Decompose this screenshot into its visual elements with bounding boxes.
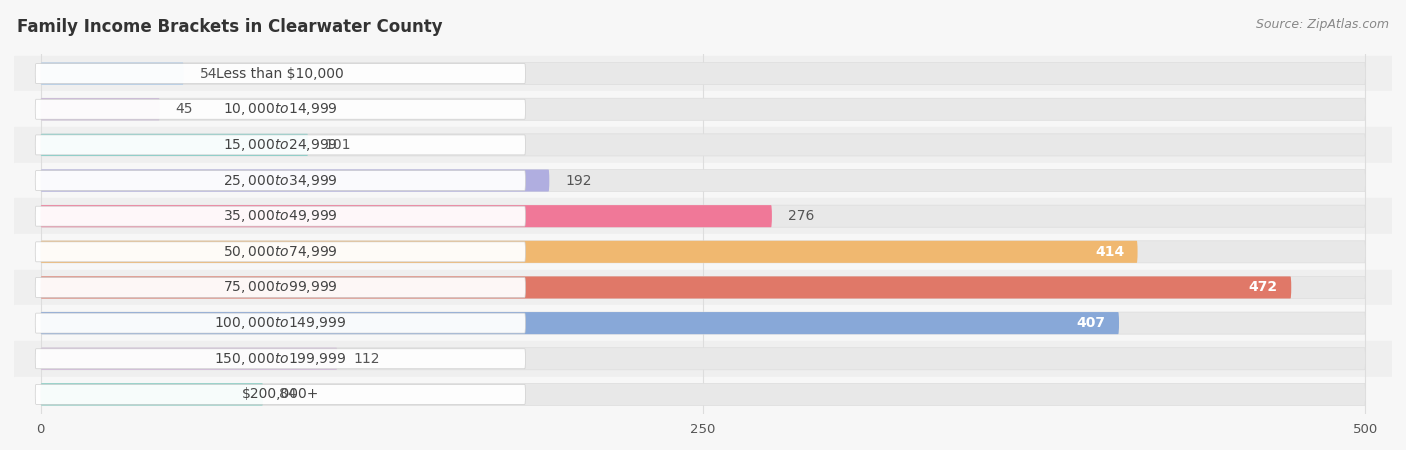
FancyBboxPatch shape: [41, 170, 550, 192]
Text: $75,000 to $99,999: $75,000 to $99,999: [224, 279, 337, 296]
FancyBboxPatch shape: [41, 205, 1365, 227]
FancyBboxPatch shape: [41, 241, 1365, 263]
FancyBboxPatch shape: [35, 99, 526, 119]
Text: 276: 276: [787, 209, 814, 223]
Text: $15,000 to $24,999: $15,000 to $24,999: [224, 137, 337, 153]
FancyBboxPatch shape: [41, 63, 184, 85]
Text: 84: 84: [278, 387, 297, 401]
FancyBboxPatch shape: [35, 206, 526, 226]
FancyBboxPatch shape: [41, 205, 772, 227]
FancyBboxPatch shape: [35, 135, 526, 155]
FancyBboxPatch shape: [35, 313, 526, 333]
Bar: [14, 127, 1392, 163]
Bar: [14, 305, 1392, 341]
Bar: [14, 234, 1392, 270]
Text: 45: 45: [176, 102, 193, 116]
Bar: [14, 56, 1392, 91]
FancyBboxPatch shape: [41, 134, 308, 156]
Text: $25,000 to $34,999: $25,000 to $34,999: [224, 172, 337, 189]
Text: $100,000 to $149,999: $100,000 to $149,999: [214, 315, 346, 331]
FancyBboxPatch shape: [41, 276, 1365, 298]
Bar: [14, 198, 1392, 234]
FancyBboxPatch shape: [41, 98, 1365, 120]
Bar: [14, 163, 1392, 198]
FancyBboxPatch shape: [41, 134, 1365, 156]
FancyBboxPatch shape: [41, 312, 1119, 334]
Text: $200,000+: $200,000+: [242, 387, 319, 401]
Text: 472: 472: [1249, 280, 1278, 294]
Bar: [14, 270, 1392, 305]
FancyBboxPatch shape: [41, 348, 1365, 370]
FancyBboxPatch shape: [35, 242, 526, 262]
FancyBboxPatch shape: [41, 348, 337, 370]
Text: 407: 407: [1077, 316, 1105, 330]
Text: $50,000 to $74,999: $50,000 to $74,999: [224, 244, 337, 260]
FancyBboxPatch shape: [41, 98, 160, 120]
Text: 101: 101: [325, 138, 350, 152]
FancyBboxPatch shape: [35, 171, 526, 190]
Bar: [14, 341, 1392, 377]
Text: Less than $10,000: Less than $10,000: [217, 67, 344, 81]
FancyBboxPatch shape: [35, 278, 526, 297]
Text: 192: 192: [565, 174, 592, 188]
FancyBboxPatch shape: [35, 349, 526, 369]
FancyBboxPatch shape: [41, 383, 263, 405]
Text: $35,000 to $49,999: $35,000 to $49,999: [224, 208, 337, 224]
Text: Source: ZipAtlas.com: Source: ZipAtlas.com: [1256, 18, 1389, 31]
FancyBboxPatch shape: [35, 384, 526, 405]
Text: 414: 414: [1095, 245, 1125, 259]
FancyBboxPatch shape: [41, 383, 1365, 405]
FancyBboxPatch shape: [41, 276, 1291, 298]
Text: 112: 112: [353, 352, 380, 366]
Bar: [14, 377, 1392, 412]
FancyBboxPatch shape: [35, 63, 526, 84]
FancyBboxPatch shape: [41, 312, 1365, 334]
FancyBboxPatch shape: [41, 170, 1365, 192]
Text: $10,000 to $14,999: $10,000 to $14,999: [224, 101, 337, 117]
FancyBboxPatch shape: [41, 63, 1365, 85]
Text: 54: 54: [200, 67, 217, 81]
Text: Family Income Brackets in Clearwater County: Family Income Brackets in Clearwater Cou…: [17, 18, 443, 36]
Text: $150,000 to $199,999: $150,000 to $199,999: [214, 351, 346, 367]
Bar: [14, 91, 1392, 127]
FancyBboxPatch shape: [41, 241, 1137, 263]
